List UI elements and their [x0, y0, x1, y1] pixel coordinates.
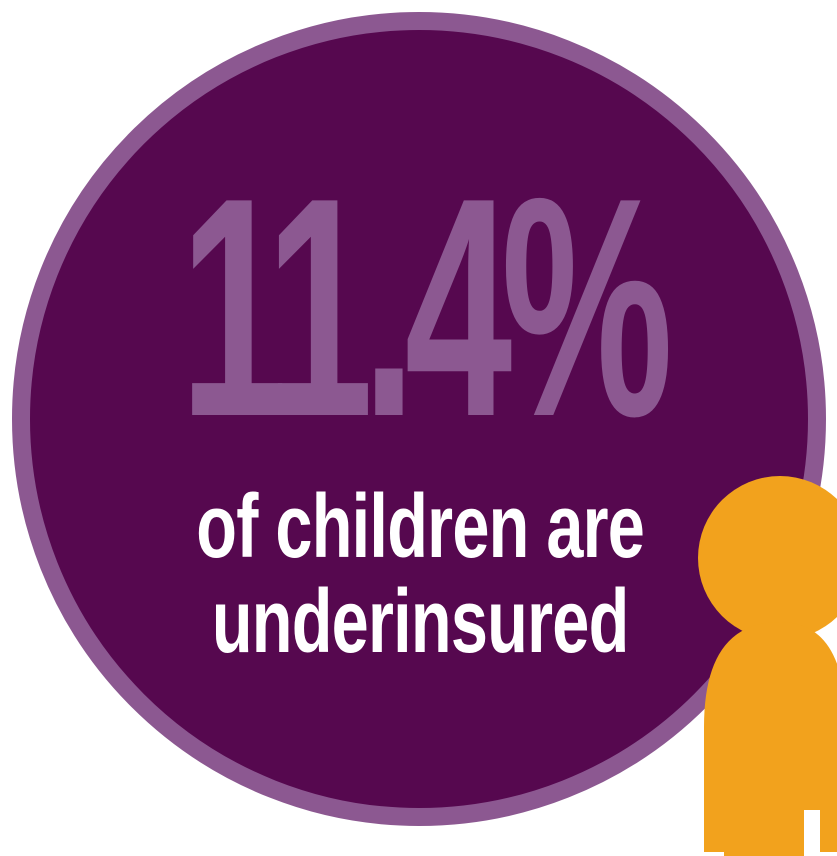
stat-caption-line-1: of children are — [196, 477, 645, 577]
stat-value: 11.4% — [179, 134, 673, 482]
child-figure-icon — [698, 476, 837, 856]
stat-caption-line-2: underinsured — [211, 572, 629, 672]
